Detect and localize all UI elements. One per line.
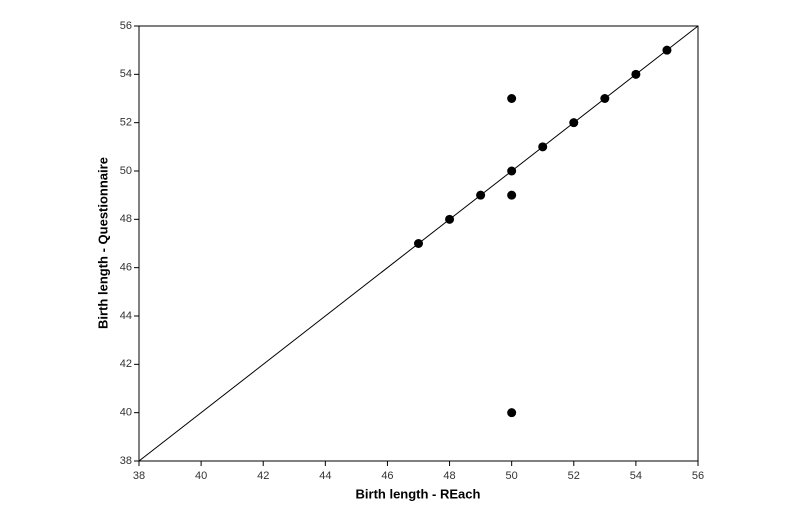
x-tick-label: 52	[568, 470, 580, 482]
x-tick-label: 40	[195, 470, 207, 482]
point	[631, 69, 641, 79]
y-tick-label: 48	[120, 213, 132, 225]
point	[538, 142, 548, 152]
point	[507, 408, 517, 418]
plot-frame	[138, 25, 699, 462]
x-tick-label: 38	[133, 470, 145, 482]
y-axis-title: Birth length - Questionnaire	[95, 157, 110, 329]
x-tick-label: 42	[257, 470, 269, 482]
y-tick-label: 56	[120, 20, 132, 32]
x-tick-label: 54	[630, 470, 642, 482]
y-tick-label: 50	[120, 165, 132, 177]
point	[662, 45, 672, 55]
y-tick-label: 54	[120, 68, 132, 80]
x-tick-label: 56	[692, 470, 704, 482]
point	[507, 166, 517, 176]
x-tick-label: 46	[381, 470, 393, 482]
y-tick-label: 44	[120, 310, 132, 322]
point	[414, 239, 423, 248]
x-tick-label: 50	[506, 470, 518, 482]
y-tick-label: 38	[120, 455, 132, 467]
y-tick-label: 52	[120, 117, 132, 129]
point	[476, 190, 486, 200]
point	[445, 214, 455, 224]
point	[569, 118, 579, 128]
point	[507, 94, 517, 103]
y-tick-label: 42	[120, 358, 132, 370]
y-tick-label: 40	[120, 407, 132, 419]
x-axis-title: Birth length - REach	[356, 486, 481, 501]
point	[600, 94, 610, 103]
x-tick-label: 48	[443, 470, 455, 482]
y-tick-label: 46	[120, 262, 132, 274]
x-tick-label: 44	[319, 470, 331, 482]
point	[507, 190, 517, 200]
